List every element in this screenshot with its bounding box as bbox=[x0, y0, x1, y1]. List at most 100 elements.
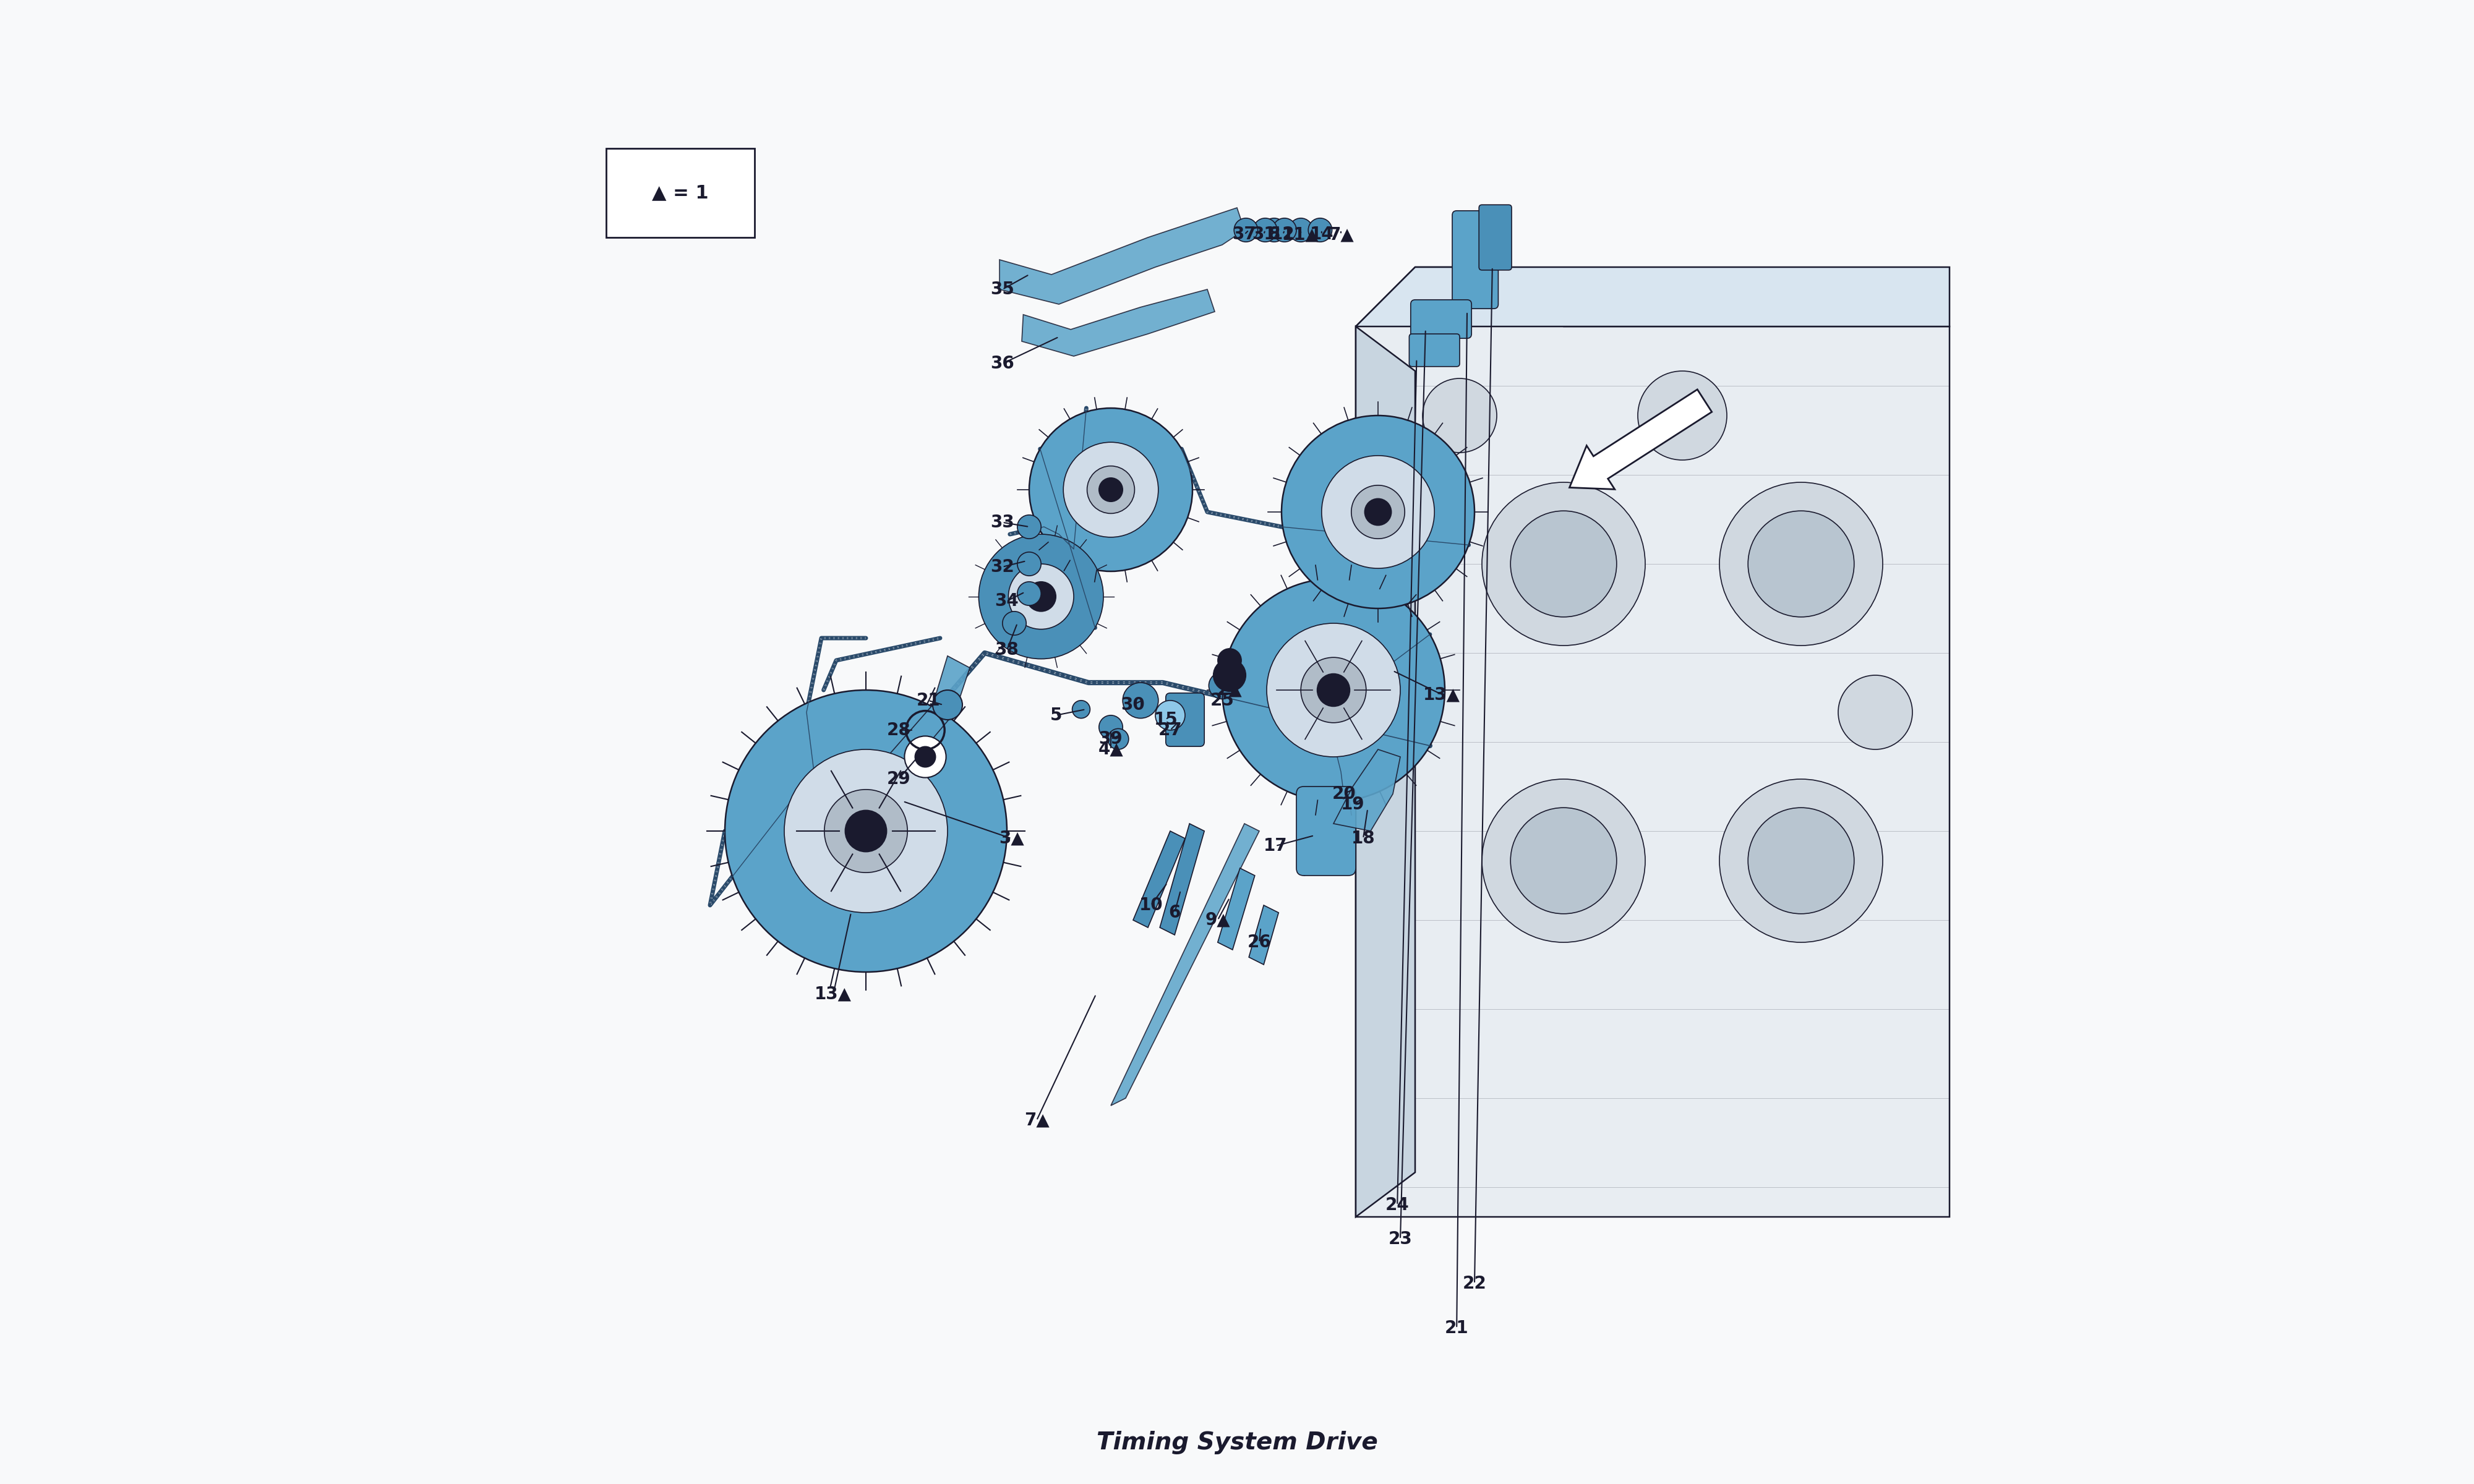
Circle shape bbox=[1210, 672, 1235, 699]
Text: 8: 8 bbox=[1269, 226, 1279, 243]
Text: Timing System Drive: Timing System Drive bbox=[1096, 1431, 1378, 1454]
Text: 26: 26 bbox=[1247, 933, 1272, 951]
Text: 28: 28 bbox=[886, 721, 910, 739]
Text: 36: 36 bbox=[990, 355, 1014, 372]
Circle shape bbox=[1321, 456, 1435, 568]
Polygon shape bbox=[1356, 326, 1415, 1217]
FancyBboxPatch shape bbox=[1452, 211, 1499, 309]
Text: 24: 24 bbox=[1385, 1196, 1410, 1214]
Text: 16: 16 bbox=[1217, 651, 1242, 669]
Polygon shape bbox=[1133, 831, 1185, 927]
Circle shape bbox=[725, 690, 1007, 972]
Text: 3▲: 3▲ bbox=[999, 830, 1024, 847]
Polygon shape bbox=[1333, 749, 1400, 831]
Text: 18: 18 bbox=[1351, 830, 1376, 847]
Circle shape bbox=[1309, 218, 1331, 242]
Text: 38: 38 bbox=[995, 641, 1019, 659]
Circle shape bbox=[1638, 371, 1727, 460]
Circle shape bbox=[1267, 623, 1400, 757]
Circle shape bbox=[1482, 779, 1645, 942]
Circle shape bbox=[1098, 715, 1123, 739]
Circle shape bbox=[1017, 552, 1042, 576]
Text: ▲ = 1: ▲ = 1 bbox=[653, 184, 708, 202]
Circle shape bbox=[1482, 482, 1645, 646]
FancyBboxPatch shape bbox=[1479, 205, 1512, 270]
Polygon shape bbox=[1111, 824, 1259, 1106]
Circle shape bbox=[1366, 499, 1390, 525]
Circle shape bbox=[1235, 218, 1257, 242]
Text: 37: 37 bbox=[1232, 226, 1257, 243]
Polygon shape bbox=[851, 656, 970, 809]
Text: 29: 29 bbox=[886, 770, 910, 788]
Text: 4▲: 4▲ bbox=[1098, 741, 1123, 758]
Circle shape bbox=[1086, 466, 1136, 513]
Circle shape bbox=[1316, 674, 1351, 706]
Circle shape bbox=[1064, 442, 1158, 537]
Text: 10: 10 bbox=[1138, 896, 1163, 914]
Text: 32: 32 bbox=[990, 558, 1014, 576]
Circle shape bbox=[1217, 649, 1242, 672]
Circle shape bbox=[1029, 408, 1192, 571]
Polygon shape bbox=[1022, 289, 1215, 356]
Polygon shape bbox=[1356, 267, 1950, 1217]
Polygon shape bbox=[1160, 824, 1205, 935]
Text: 33: 33 bbox=[990, 513, 1014, 531]
Text: 13▲: 13▲ bbox=[814, 985, 851, 1003]
Circle shape bbox=[905, 736, 945, 778]
FancyBboxPatch shape bbox=[1410, 300, 1472, 338]
FancyBboxPatch shape bbox=[1165, 693, 1205, 746]
Circle shape bbox=[824, 789, 908, 873]
Circle shape bbox=[1272, 218, 1296, 242]
Circle shape bbox=[1749, 807, 1853, 914]
FancyBboxPatch shape bbox=[1296, 787, 1356, 876]
Text: 20: 20 bbox=[1331, 785, 1356, 803]
Text: 19: 19 bbox=[1341, 795, 1366, 813]
Circle shape bbox=[1838, 675, 1912, 749]
Circle shape bbox=[1719, 779, 1883, 942]
Circle shape bbox=[1017, 582, 1042, 605]
Circle shape bbox=[1123, 683, 1158, 718]
Polygon shape bbox=[1304, 794, 1348, 876]
Polygon shape bbox=[999, 208, 1244, 304]
Text: 5: 5 bbox=[1049, 706, 1061, 724]
Text: 21: 21 bbox=[1445, 1319, 1470, 1337]
Circle shape bbox=[980, 534, 1103, 659]
Polygon shape bbox=[1249, 905, 1279, 965]
Circle shape bbox=[915, 746, 935, 767]
Circle shape bbox=[1749, 510, 1853, 617]
Text: 17: 17 bbox=[1264, 837, 1286, 855]
Circle shape bbox=[1155, 700, 1185, 730]
Text: 14: 14 bbox=[1309, 226, 1333, 243]
Circle shape bbox=[1512, 510, 1616, 617]
Text: 22: 22 bbox=[1462, 1275, 1487, 1293]
Text: 11▲: 11▲ bbox=[1282, 226, 1319, 243]
Circle shape bbox=[1301, 657, 1366, 723]
FancyArrow shape bbox=[1569, 389, 1712, 490]
Circle shape bbox=[1027, 582, 1056, 611]
Circle shape bbox=[1212, 659, 1247, 692]
FancyBboxPatch shape bbox=[1410, 334, 1460, 367]
Text: 12: 12 bbox=[1272, 226, 1294, 243]
Circle shape bbox=[784, 749, 948, 913]
Circle shape bbox=[1719, 482, 1883, 646]
Circle shape bbox=[1289, 218, 1314, 242]
Text: 6: 6 bbox=[1168, 904, 1180, 922]
Circle shape bbox=[1254, 218, 1277, 242]
Circle shape bbox=[1098, 478, 1123, 502]
Text: 15: 15 bbox=[1153, 711, 1178, 729]
Circle shape bbox=[846, 810, 886, 852]
Polygon shape bbox=[1217, 868, 1254, 950]
Polygon shape bbox=[1356, 267, 1950, 326]
Text: 25: 25 bbox=[1210, 692, 1235, 709]
Circle shape bbox=[933, 690, 962, 720]
FancyBboxPatch shape bbox=[606, 148, 755, 237]
Circle shape bbox=[1282, 416, 1475, 608]
Circle shape bbox=[1009, 564, 1074, 629]
Circle shape bbox=[1351, 485, 1405, 539]
Text: 23: 23 bbox=[1388, 1230, 1413, 1248]
Circle shape bbox=[1017, 515, 1042, 539]
Circle shape bbox=[1108, 729, 1128, 749]
Circle shape bbox=[1423, 378, 1497, 453]
Text: 9▲: 9▲ bbox=[1205, 911, 1230, 929]
Text: 30: 30 bbox=[1121, 696, 1145, 714]
